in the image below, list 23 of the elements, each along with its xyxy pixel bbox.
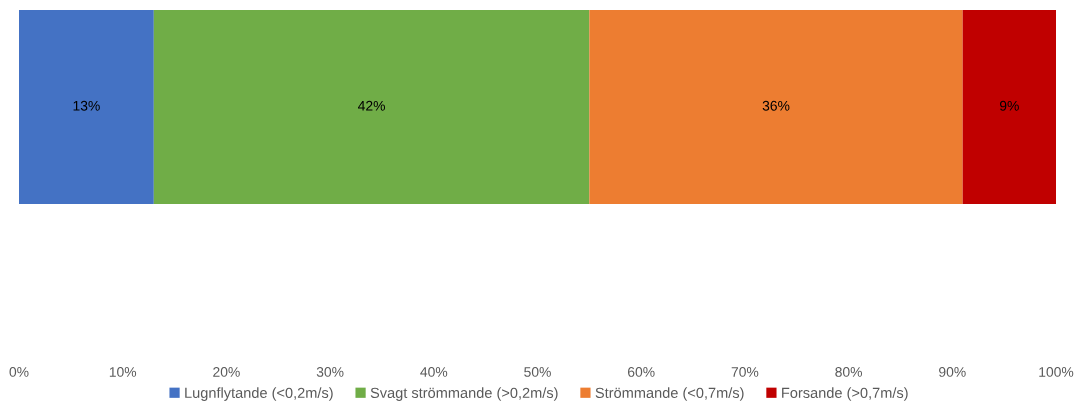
data-label: 13% bbox=[73, 100, 100, 111]
bar bbox=[153, 10, 590, 204]
x-tick-label: 50% bbox=[524, 367, 551, 377]
x-tick-label: 100% bbox=[1039, 367, 1074, 377]
x-tick-label: 90% bbox=[939, 367, 966, 377]
x-tick-label: 60% bbox=[628, 367, 655, 377]
bar bbox=[589, 10, 963, 204]
legend-label: Strömmande (<0,7m/s) bbox=[595, 387, 744, 401]
x-tick-label: 40% bbox=[420, 367, 448, 377]
x-tick-label: 80% bbox=[835, 367, 863, 377]
x-tick-label: 0% bbox=[9, 367, 29, 377]
data-label: 9% bbox=[999, 100, 1019, 111]
bar bbox=[19, 10, 154, 204]
legend-label: Lugnflytande (<0,2m/s) bbox=[185, 387, 333, 401]
data-label: 36% bbox=[762, 100, 790, 111]
legend-label: Forsande (>0,7m/s) bbox=[782, 387, 908, 401]
x-tick-label: 70% bbox=[731, 367, 759, 377]
legend-label: Svagt strömmande (>0,2m/s) bbox=[370, 387, 558, 401]
x-tick-label: 10% bbox=[109, 367, 137, 377]
data-label: 42% bbox=[358, 100, 385, 111]
x-tick-label: 30% bbox=[316, 367, 344, 377]
bar bbox=[962, 10, 1056, 204]
x-tick-label: 20% bbox=[213, 367, 240, 377]
